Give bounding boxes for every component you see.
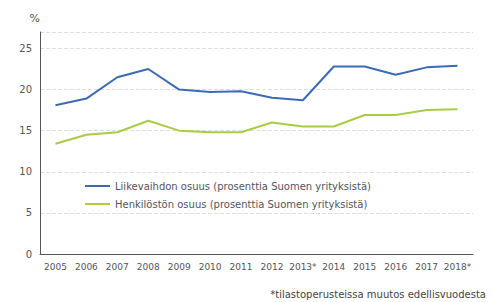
svg-text:2015: 2015 (353, 262, 376, 272)
svg-text:2017: 2017 (415, 262, 438, 272)
svg-text:*tilastoperusteissa muutos ede: *tilastoperusteissa muutos edellisvuodes… (270, 289, 486, 300)
svg-text:2011: 2011 (230, 262, 253, 272)
svg-text:2012: 2012 (261, 262, 284, 272)
svg-text:20: 20 (19, 84, 32, 95)
svg-text:2005: 2005 (44, 262, 67, 272)
svg-text:2010: 2010 (199, 262, 222, 272)
svg-text:25: 25 (19, 43, 32, 54)
svg-text:5: 5 (26, 207, 32, 218)
svg-text:0: 0 (26, 249, 32, 260)
svg-text:2009: 2009 (168, 262, 191, 272)
svg-text:15: 15 (19, 125, 32, 136)
svg-text:2014: 2014 (322, 262, 345, 272)
svg-text:Liikevaihdon osuus (prosenttia: Liikevaihdon osuus (prosenttia Suomen yr… (115, 181, 371, 192)
svg-text:2008: 2008 (137, 262, 160, 272)
svg-text:%: % (30, 12, 40, 25)
svg-text:2016: 2016 (384, 262, 407, 272)
svg-text:2018*: 2018* (444, 262, 472, 272)
svg-text:2006: 2006 (75, 262, 98, 272)
svg-text:2007: 2007 (106, 262, 129, 272)
svg-text:10: 10 (19, 166, 32, 177)
svg-text:2013*: 2013* (289, 262, 317, 272)
svg-text:Henkilöstön osuus (prosenttia: Henkilöstön osuus (prosenttia Suomen yri… (115, 199, 367, 210)
